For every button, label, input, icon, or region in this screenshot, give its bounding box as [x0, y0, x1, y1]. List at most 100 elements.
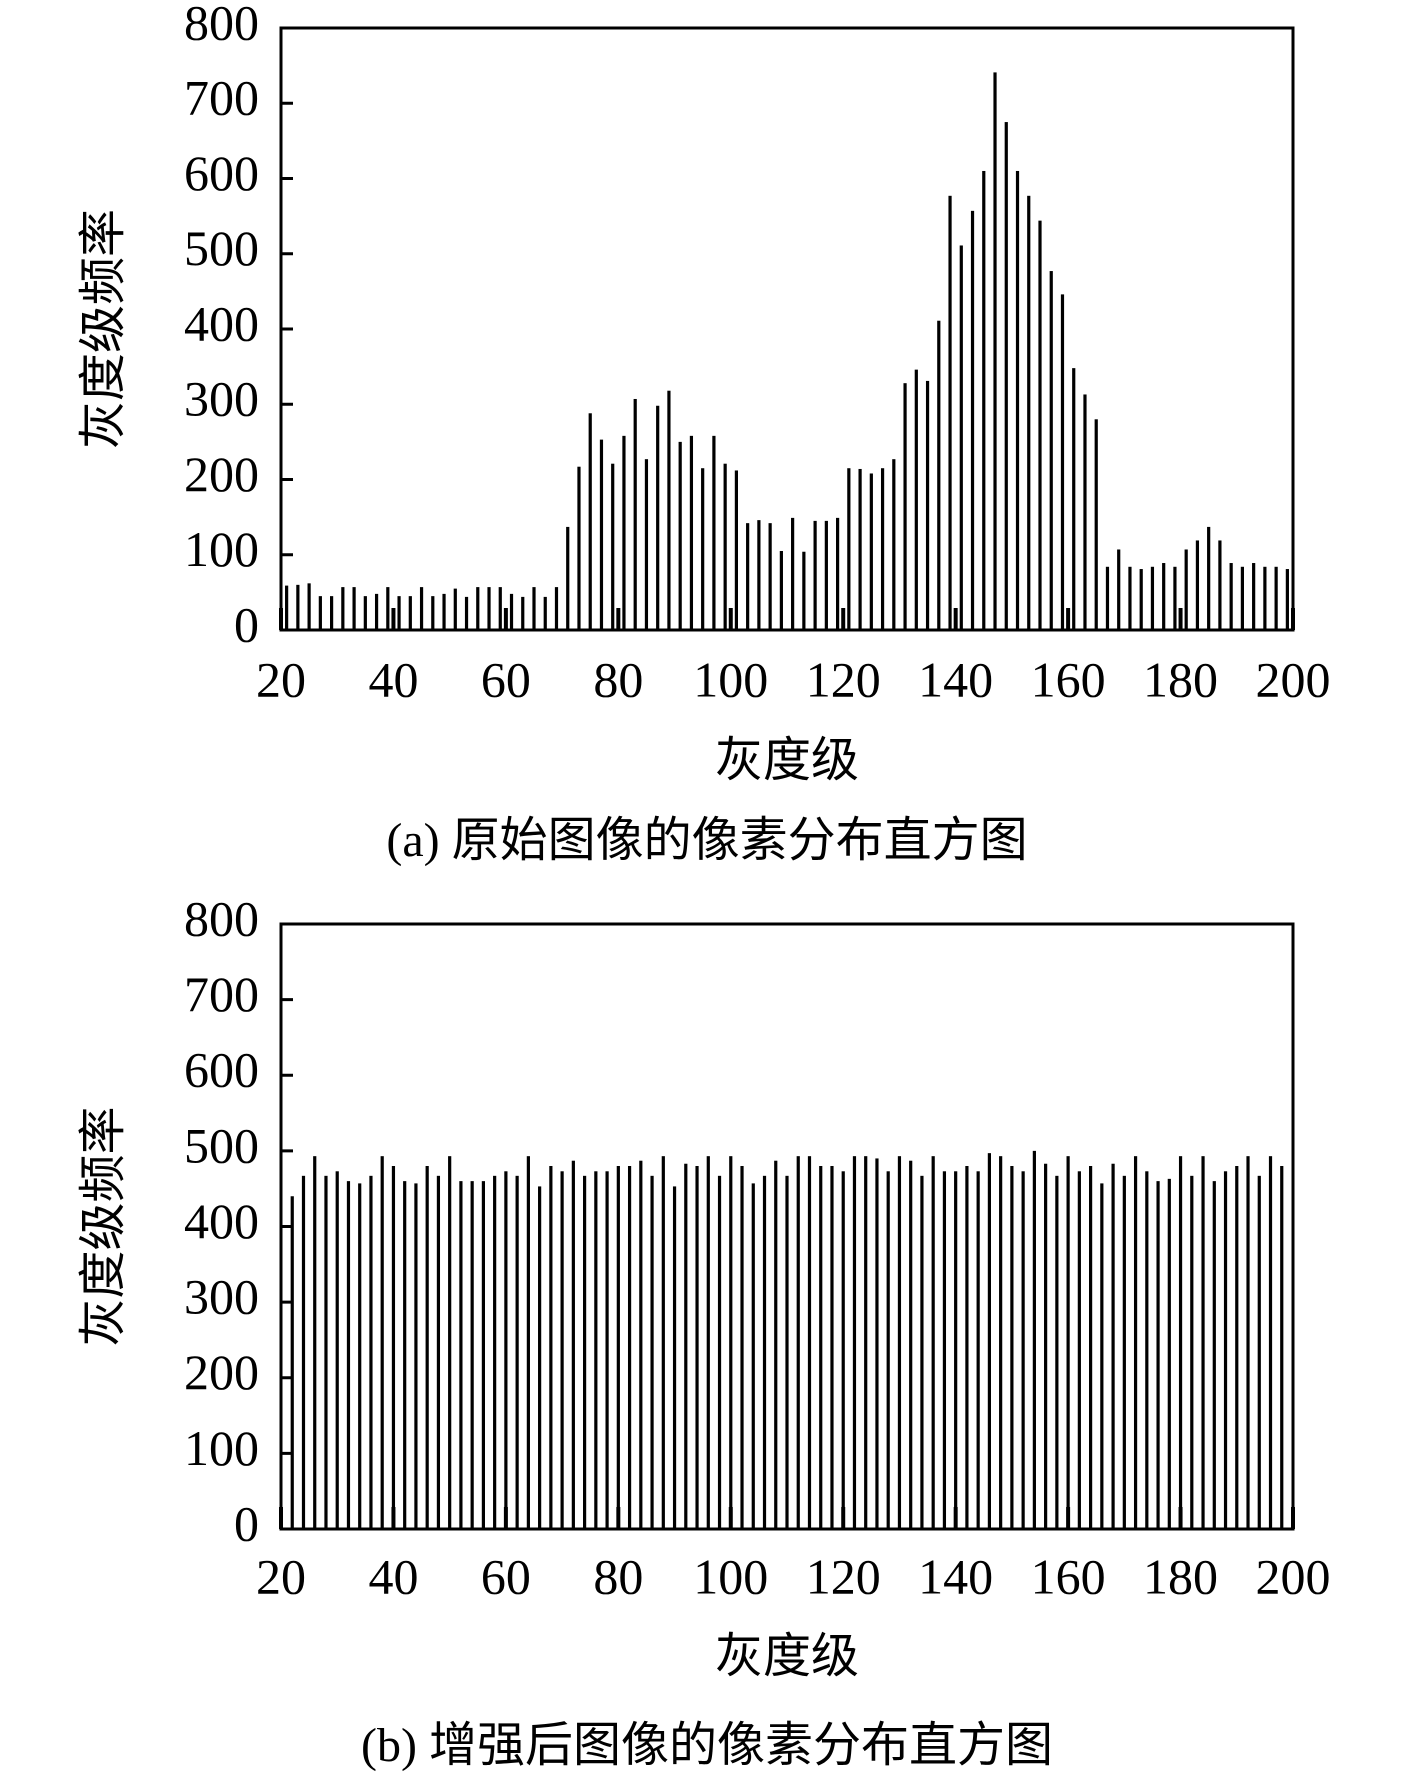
bar: [1257, 1175, 1261, 1529]
bar: [999, 1156, 1003, 1529]
y-tick-label: 800: [184, 890, 259, 946]
y-tick-label: 0: [234, 1495, 259, 1551]
bar: [791, 517, 795, 630]
bar: [566, 526, 570, 630]
bar: [869, 473, 873, 630]
bar: [1201, 1156, 1205, 1529]
y-tick-label: 200: [184, 446, 259, 502]
x-axis-label: 灰度级: [715, 1630, 859, 1683]
bar: [807, 1156, 812, 1529]
bar: [1015, 170, 1020, 630]
y-tick-label: 600: [184, 145, 259, 201]
y-tick-label: 700: [184, 966, 259, 1022]
y-tick-label: 400: [184, 1193, 259, 1249]
bar: [751, 1183, 755, 1529]
bar: [982, 170, 986, 630]
bar: [448, 1156, 452, 1529]
y-tick-label: 100: [184, 1420, 259, 1476]
y-tick-label: 200: [184, 1344, 259, 1400]
bar: [993, 72, 997, 630]
x-tick-label: 20: [256, 651, 306, 707]
x-tick-label: 100: [693, 651, 768, 707]
bar: [656, 405, 660, 630]
bar: [504, 1171, 508, 1529]
bar: [920, 1175, 924, 1529]
bar: [864, 1156, 868, 1529]
bar: [970, 210, 975, 631]
bar: [487, 587, 491, 630]
bar: [897, 1156, 902, 1529]
bar: [1128, 566, 1132, 630]
bar: [464, 596, 469, 630]
bar: [650, 1175, 654, 1529]
bar: [689, 435, 694, 630]
x-tick-label: 20: [256, 1548, 306, 1604]
bar: [1195, 540, 1200, 630]
bar: [605, 1171, 609, 1529]
bar: [583, 1175, 587, 1529]
bar: [701, 468, 705, 630]
y-tick-label: 500: [184, 220, 259, 276]
bar: [318, 596, 322, 630]
bar: [819, 1166, 823, 1529]
bar: [1139, 569, 1143, 630]
bar: [847, 468, 851, 630]
bar: [330, 596, 334, 630]
bar: [774, 1160, 778, 1529]
bar: [1004, 122, 1008, 630]
bar: [875, 1158, 879, 1529]
bar: [397, 596, 401, 630]
bar: [493, 1175, 497, 1529]
bar: [509, 593, 514, 630]
bar: [538, 1186, 542, 1529]
bar: [1055, 1175, 1059, 1529]
bar: [1105, 566, 1110, 630]
bar: [1190, 1175, 1194, 1529]
bar: [813, 520, 817, 630]
x-tick-label: 80: [593, 651, 643, 707]
bar: [526, 1156, 530, 1529]
bar: [1240, 566, 1244, 630]
bar: [1178, 1156, 1183, 1529]
bar: [1111, 1163, 1115, 1529]
bar: [880, 468, 885, 630]
bar: [571, 1160, 575, 1529]
bar: [386, 587, 390, 630]
bar: [549, 1166, 553, 1529]
bar: [1263, 566, 1267, 630]
bar: [948, 195, 952, 630]
bar: [746, 523, 750, 630]
bar: [734, 470, 738, 630]
bar: [1044, 1163, 1048, 1529]
bar: [453, 588, 457, 630]
bar: [937, 320, 941, 630]
caption: (b) 增强后图像的像素分布直方图: [361, 1719, 1053, 1772]
bar: [987, 1153, 991, 1529]
bar: [363, 596, 367, 630]
bar: [1094, 419, 1098, 630]
bar: [1184, 549, 1188, 630]
bar: [611, 463, 615, 630]
bar: [543, 596, 547, 630]
bar: [1235, 1166, 1239, 1529]
y-tick-label: 700: [184, 70, 259, 126]
bar: [684, 1163, 688, 1529]
bar: [532, 587, 536, 630]
bar: [1038, 220, 1042, 630]
bar: [442, 593, 446, 630]
bar: [824, 520, 828, 630]
bar: [858, 468, 862, 630]
x-tick-label: 40: [368, 1548, 418, 1604]
bar: [341, 587, 345, 630]
bar: [785, 1175, 789, 1529]
bar: [1133, 1156, 1138, 1529]
bar: [352, 587, 356, 630]
bar: [1060, 294, 1065, 630]
bar: [925, 380, 930, 630]
bar: [644, 459, 649, 630]
x-tick-label: 160: [1031, 651, 1106, 707]
x-tick-label: 140: [918, 651, 993, 707]
x-tick-label: 200: [1256, 1548, 1331, 1604]
bar: [622, 435, 626, 630]
